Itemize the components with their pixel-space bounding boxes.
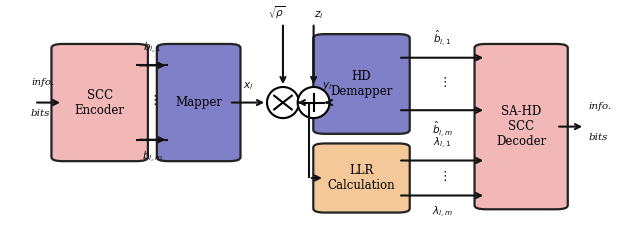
Ellipse shape	[267, 87, 299, 118]
Text: $\vdots$: $\vdots$	[438, 75, 447, 89]
FancyBboxPatch shape	[314, 34, 410, 134]
Text: $\vdots$: $\vdots$	[148, 93, 157, 107]
Text: $y_l$: $y_l$	[322, 80, 332, 92]
FancyBboxPatch shape	[157, 44, 241, 161]
Text: $x_l$: $x_l$	[243, 80, 253, 92]
Text: $z_l$: $z_l$	[314, 9, 323, 20]
Text: bits: bits	[588, 133, 608, 142]
Text: $\hat{b}_{l,1}$: $\hat{b}_{l,1}$	[433, 29, 451, 48]
Text: HD
Demapper: HD Demapper	[330, 70, 393, 98]
Text: SCC
Encoder: SCC Encoder	[75, 89, 125, 117]
Text: info.: info.	[31, 78, 54, 87]
FancyBboxPatch shape	[474, 44, 568, 209]
Text: $\lambda_{l,m}$: $\lambda_{l,m}$	[432, 205, 452, 220]
FancyBboxPatch shape	[314, 144, 410, 213]
Text: LLR
Calculation: LLR Calculation	[328, 164, 396, 192]
Text: $\hat{b}_{l,m}$: $\hat{b}_{l,m}$	[431, 120, 452, 140]
Text: SA-HD
SCC
Decoder: SA-HD SCC Decoder	[496, 105, 547, 148]
Text: $b_{l,m}$: $b_{l,m}$	[142, 150, 163, 165]
Text: $\vdots$: $\vdots$	[438, 169, 447, 183]
Ellipse shape	[298, 87, 330, 118]
Text: $b_{l,1}$: $b_{l,1}$	[143, 40, 161, 56]
FancyBboxPatch shape	[51, 44, 148, 161]
Text: $\lambda_{l,1}$: $\lambda_{l,1}$	[433, 136, 451, 151]
Text: Mapper: Mapper	[175, 96, 222, 109]
Text: bits: bits	[31, 109, 51, 118]
Text: $\sqrt{\rho}$: $\sqrt{\rho}$	[268, 4, 285, 20]
Text: info.: info.	[588, 102, 611, 111]
